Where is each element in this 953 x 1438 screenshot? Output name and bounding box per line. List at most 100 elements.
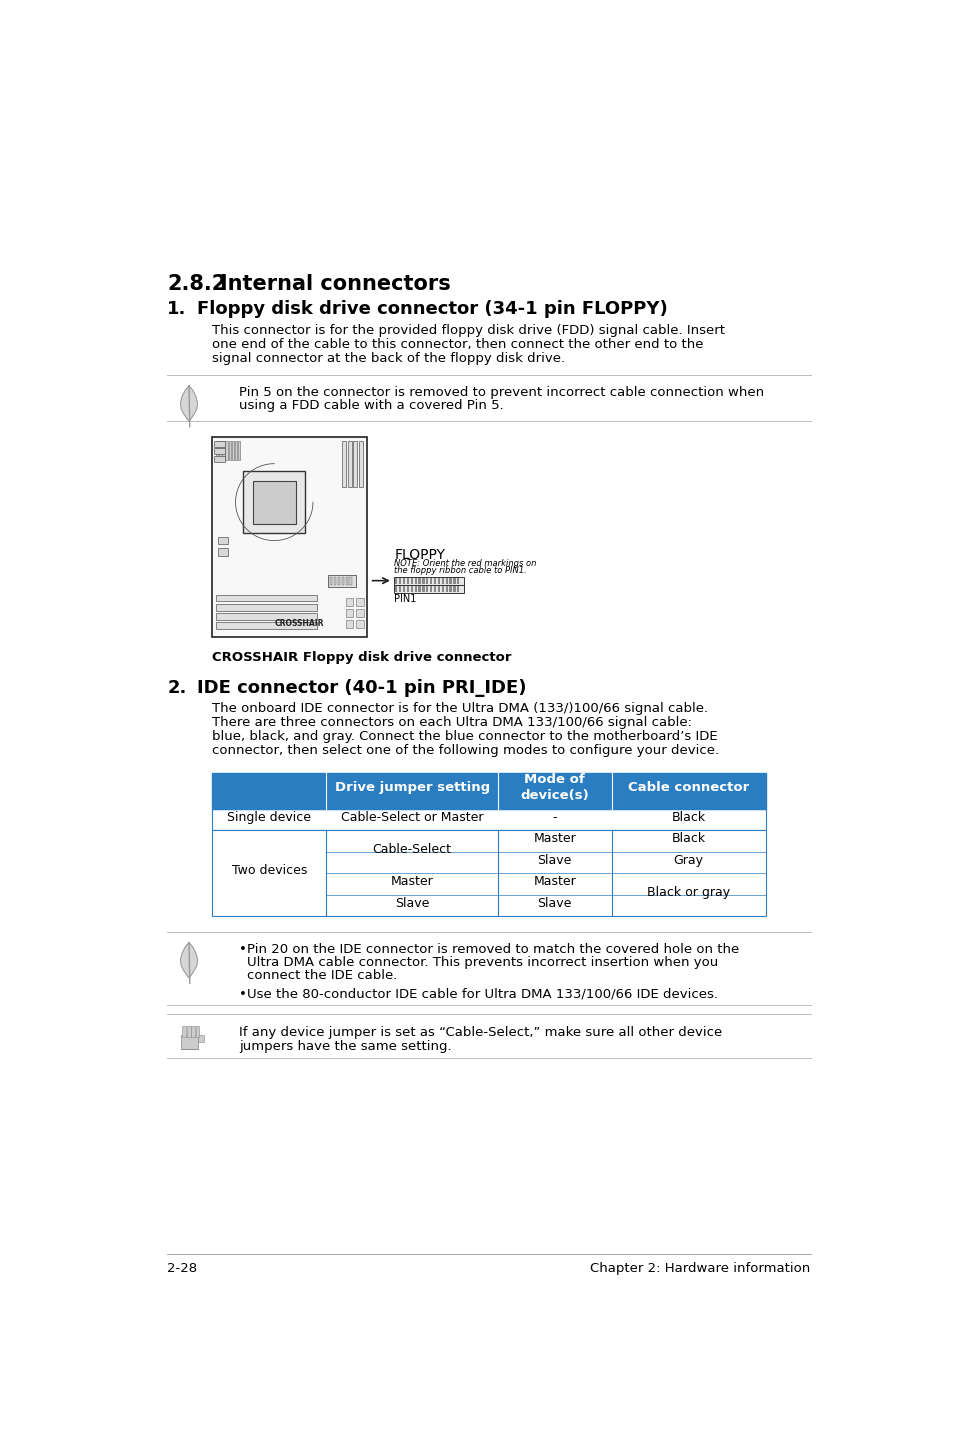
Bar xyxy=(232,440,233,460)
Bar xyxy=(422,578,424,584)
Bar xyxy=(395,578,397,584)
Bar xyxy=(445,578,447,584)
Bar xyxy=(345,620,353,627)
Bar xyxy=(212,808,765,830)
Bar xyxy=(243,472,305,533)
Polygon shape xyxy=(180,942,197,978)
Text: NOTE: Orient the red markings on: NOTE: Orient the red markings on xyxy=(394,559,537,568)
Bar xyxy=(345,598,353,605)
Bar xyxy=(358,440,362,486)
Text: -: - xyxy=(552,811,557,824)
Bar xyxy=(415,578,416,584)
Bar xyxy=(426,578,428,584)
Bar xyxy=(453,578,456,584)
Text: signal connector at the back of the floppy disk drive.: signal connector at the back of the flop… xyxy=(212,352,565,365)
Text: Slave: Slave xyxy=(537,854,572,867)
Text: Single device: Single device xyxy=(227,811,311,824)
Text: •: • xyxy=(239,942,247,956)
Text: Drive jumper setting: Drive jumper setting xyxy=(335,781,489,794)
Bar xyxy=(182,1025,186,1037)
Bar xyxy=(394,577,464,584)
Bar xyxy=(212,437,367,637)
Text: The onboard IDE connector is for the Ultra DMA (133/)100/66 signal cable.: The onboard IDE connector is for the Ult… xyxy=(212,702,708,715)
Text: Master: Master xyxy=(391,876,433,889)
Bar xyxy=(415,587,416,592)
Text: Chapter 2: Hardware information: Chapter 2: Hardware information xyxy=(590,1263,810,1276)
Bar xyxy=(216,604,316,611)
Bar xyxy=(334,577,335,585)
Text: 2.8.2: 2.8.2 xyxy=(167,275,226,295)
Text: FLOPPY: FLOPPY xyxy=(394,548,445,562)
Text: the floppy ribbon cable to PIN1.: the floppy ribbon cable to PIN1. xyxy=(394,567,527,575)
Bar xyxy=(348,440,352,486)
Bar xyxy=(441,578,443,584)
Bar xyxy=(222,440,224,460)
Circle shape xyxy=(294,475,301,482)
Text: 2.: 2. xyxy=(167,679,187,697)
Bar xyxy=(253,480,295,523)
Bar xyxy=(434,578,436,584)
Bar xyxy=(402,587,405,592)
Text: Black: Black xyxy=(671,833,705,846)
Bar xyxy=(195,1025,199,1037)
Text: blue, black, and gray. Connect the blue connector to the motherboard’s IDE: blue, black, and gray. Connect the blue … xyxy=(212,731,717,743)
Bar xyxy=(418,578,420,584)
Text: Slave: Slave xyxy=(537,897,572,910)
Bar xyxy=(406,587,409,592)
Bar xyxy=(181,1035,198,1048)
Bar xyxy=(353,440,356,486)
Bar xyxy=(212,830,765,916)
Bar xyxy=(237,440,240,460)
Text: Cable-Select or Master: Cable-Select or Master xyxy=(340,811,483,824)
Circle shape xyxy=(294,523,301,532)
Bar xyxy=(328,575,355,587)
Bar xyxy=(349,577,352,585)
Bar xyxy=(456,587,459,592)
Bar xyxy=(410,587,413,592)
Bar xyxy=(216,594,316,601)
Bar xyxy=(218,536,228,545)
Bar xyxy=(218,548,228,557)
Bar xyxy=(398,587,401,592)
Bar xyxy=(216,440,218,460)
Bar xyxy=(406,578,409,584)
Bar xyxy=(356,598,364,605)
Bar xyxy=(356,620,364,627)
Text: Pin 5 on the connector is removed to prevent incorrect cable connection when: Pin 5 on the connector is removed to pre… xyxy=(239,385,763,398)
Bar xyxy=(453,587,456,592)
Text: Slave: Slave xyxy=(395,897,429,910)
Text: connect the IDE cable.: connect the IDE cable. xyxy=(247,969,397,982)
Bar xyxy=(422,587,424,592)
Bar xyxy=(213,456,225,462)
Bar xyxy=(449,587,452,592)
Bar xyxy=(216,613,316,620)
Bar xyxy=(198,1035,204,1043)
Bar xyxy=(445,587,447,592)
Text: Two devices: Two devices xyxy=(232,864,307,877)
Text: CROSSHAIR: CROSSHAIR xyxy=(274,620,323,628)
Bar xyxy=(219,440,221,460)
Bar xyxy=(345,610,353,617)
Bar xyxy=(437,587,439,592)
Text: IDE connector (40-1 pin PRI_IDE): IDE connector (40-1 pin PRI_IDE) xyxy=(196,679,526,697)
Text: Pin 20 on the IDE connector is removed to match the covered hole on the: Pin 20 on the IDE connector is removed t… xyxy=(247,942,739,956)
Bar xyxy=(187,1025,191,1037)
Text: Master: Master xyxy=(533,876,576,889)
Bar xyxy=(449,578,452,584)
Bar xyxy=(430,587,432,592)
Circle shape xyxy=(244,475,252,482)
Bar xyxy=(426,587,428,592)
Text: There are three connectors on each Ultra DMA 133/100/66 signal cable:: There are three connectors on each Ultra… xyxy=(212,716,692,729)
Bar xyxy=(213,449,225,454)
Text: Black or gray: Black or gray xyxy=(646,886,730,899)
Text: using a FDD cable with a covered Pin 5.: using a FDD cable with a covered Pin 5. xyxy=(239,398,503,411)
Text: 2-28: 2-28 xyxy=(167,1263,197,1276)
Bar xyxy=(441,587,443,592)
Text: jumpers have the same setting.: jumpers have the same setting. xyxy=(239,1040,452,1053)
Bar xyxy=(341,577,344,585)
Bar xyxy=(398,578,401,584)
Text: Floppy disk drive connector (34-1 pin FLOPPY): Floppy disk drive connector (34-1 pin FL… xyxy=(196,299,667,318)
Text: Master: Master xyxy=(533,833,576,846)
Text: one end of the cable to this connector, then connect the other end to the: one end of the cable to this connector, … xyxy=(212,338,703,351)
Bar xyxy=(434,587,436,592)
